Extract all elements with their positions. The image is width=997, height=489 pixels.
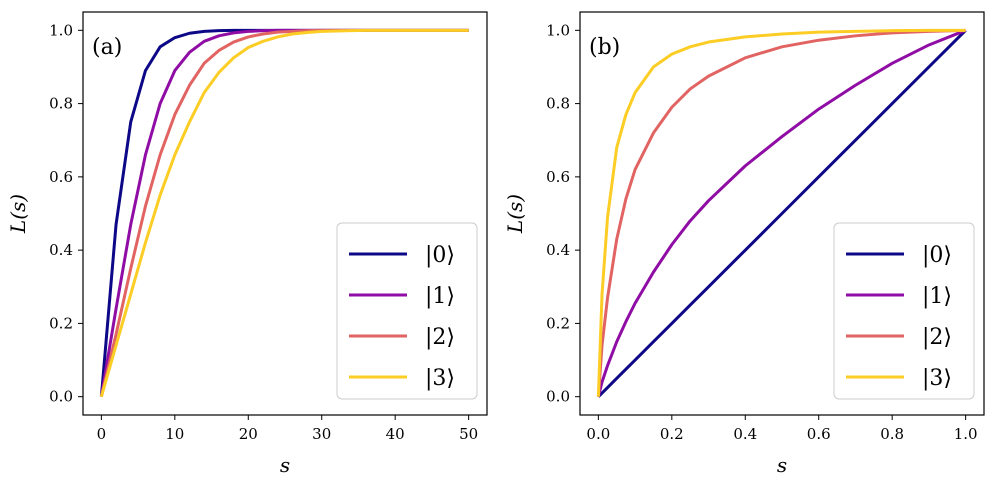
legend: |0⟩ |1⟩ |2⟩ |3⟩ xyxy=(833,222,975,400)
x-tick-label: 0.0 xyxy=(586,425,610,443)
legend-label: |1⟩ xyxy=(425,284,455,309)
y-axis-label: L(s) xyxy=(6,194,30,234)
y-tick-label: 1.0 xyxy=(49,21,73,39)
legend-label: |3⟩ xyxy=(922,366,952,391)
y-tick-label: 0.8 xyxy=(49,95,73,113)
y-tick-label: 0.4 xyxy=(49,241,73,259)
series-line-2 xyxy=(596,28,966,397)
series-line-3 xyxy=(596,28,966,397)
x-tick-label: 0.6 xyxy=(807,425,831,443)
legend-box xyxy=(336,222,478,400)
y-tick-label: 0.2 xyxy=(49,314,73,332)
x-tick-label: 0.2 xyxy=(660,425,684,443)
y-tick-label: 0.6 xyxy=(546,168,570,186)
panel-label: (b) xyxy=(589,35,620,60)
legend-label: |2⟩ xyxy=(425,325,455,350)
legend-label: |0⟩ xyxy=(425,243,455,268)
y-tick-label: 0.4 xyxy=(546,241,570,259)
x-tick-label: 40 xyxy=(386,425,405,443)
panel-label: (a) xyxy=(92,35,122,60)
legend-label: |2⟩ xyxy=(922,325,952,350)
x-tick-label: 1.0 xyxy=(954,425,978,443)
legend-box xyxy=(833,222,975,400)
x-tick-label: 10 xyxy=(165,425,184,443)
y-tick-label: 0.0 xyxy=(49,388,73,406)
series-line-1 xyxy=(596,28,967,398)
x-axis-label: s xyxy=(777,453,787,477)
legend-label: |3⟩ xyxy=(425,366,455,391)
legend: |0⟩ |1⟩ |2⟩ |3⟩ xyxy=(336,222,478,400)
y-tick-label: 0.8 xyxy=(546,95,570,113)
y-tick-label: 0.2 xyxy=(546,314,570,332)
series-line-3 xyxy=(99,28,469,398)
x-tick-label: 0.8 xyxy=(880,425,904,443)
axes-frame xyxy=(82,11,488,416)
x-tick-label: 50 xyxy=(459,425,478,443)
axes-frame xyxy=(579,11,985,416)
y-tick-label: 0.0 xyxy=(546,388,570,406)
chart-panel-b: 0.0 0.2 0.4 0.6 0.8 1.0 0.0 0.2 0.4 0.6 0.8 1.0 s L(s… xyxy=(503,11,985,477)
legend-label: |0⟩ xyxy=(922,243,952,268)
x-tick-label: 20 xyxy=(239,425,258,443)
chart-panel-a: 0 10 20 30 40 50 0.0 0.2 0.4 0.6 0.8 1.0 s L(s) (a) |0⟩… xyxy=(6,11,488,477)
x-tick-label: 0 xyxy=(97,425,107,443)
y-axis-label: L(s) xyxy=(503,194,527,234)
series-line-0 xyxy=(597,29,967,398)
x-axis-label: s xyxy=(280,453,290,477)
x-tick-label: 0.4 xyxy=(733,425,757,443)
y-tick-label: 0.6 xyxy=(49,168,73,186)
y-tick-label: 1.0 xyxy=(546,21,570,39)
legend-label: |1⟩ xyxy=(922,284,952,309)
x-tick-label: 30 xyxy=(312,425,331,443)
